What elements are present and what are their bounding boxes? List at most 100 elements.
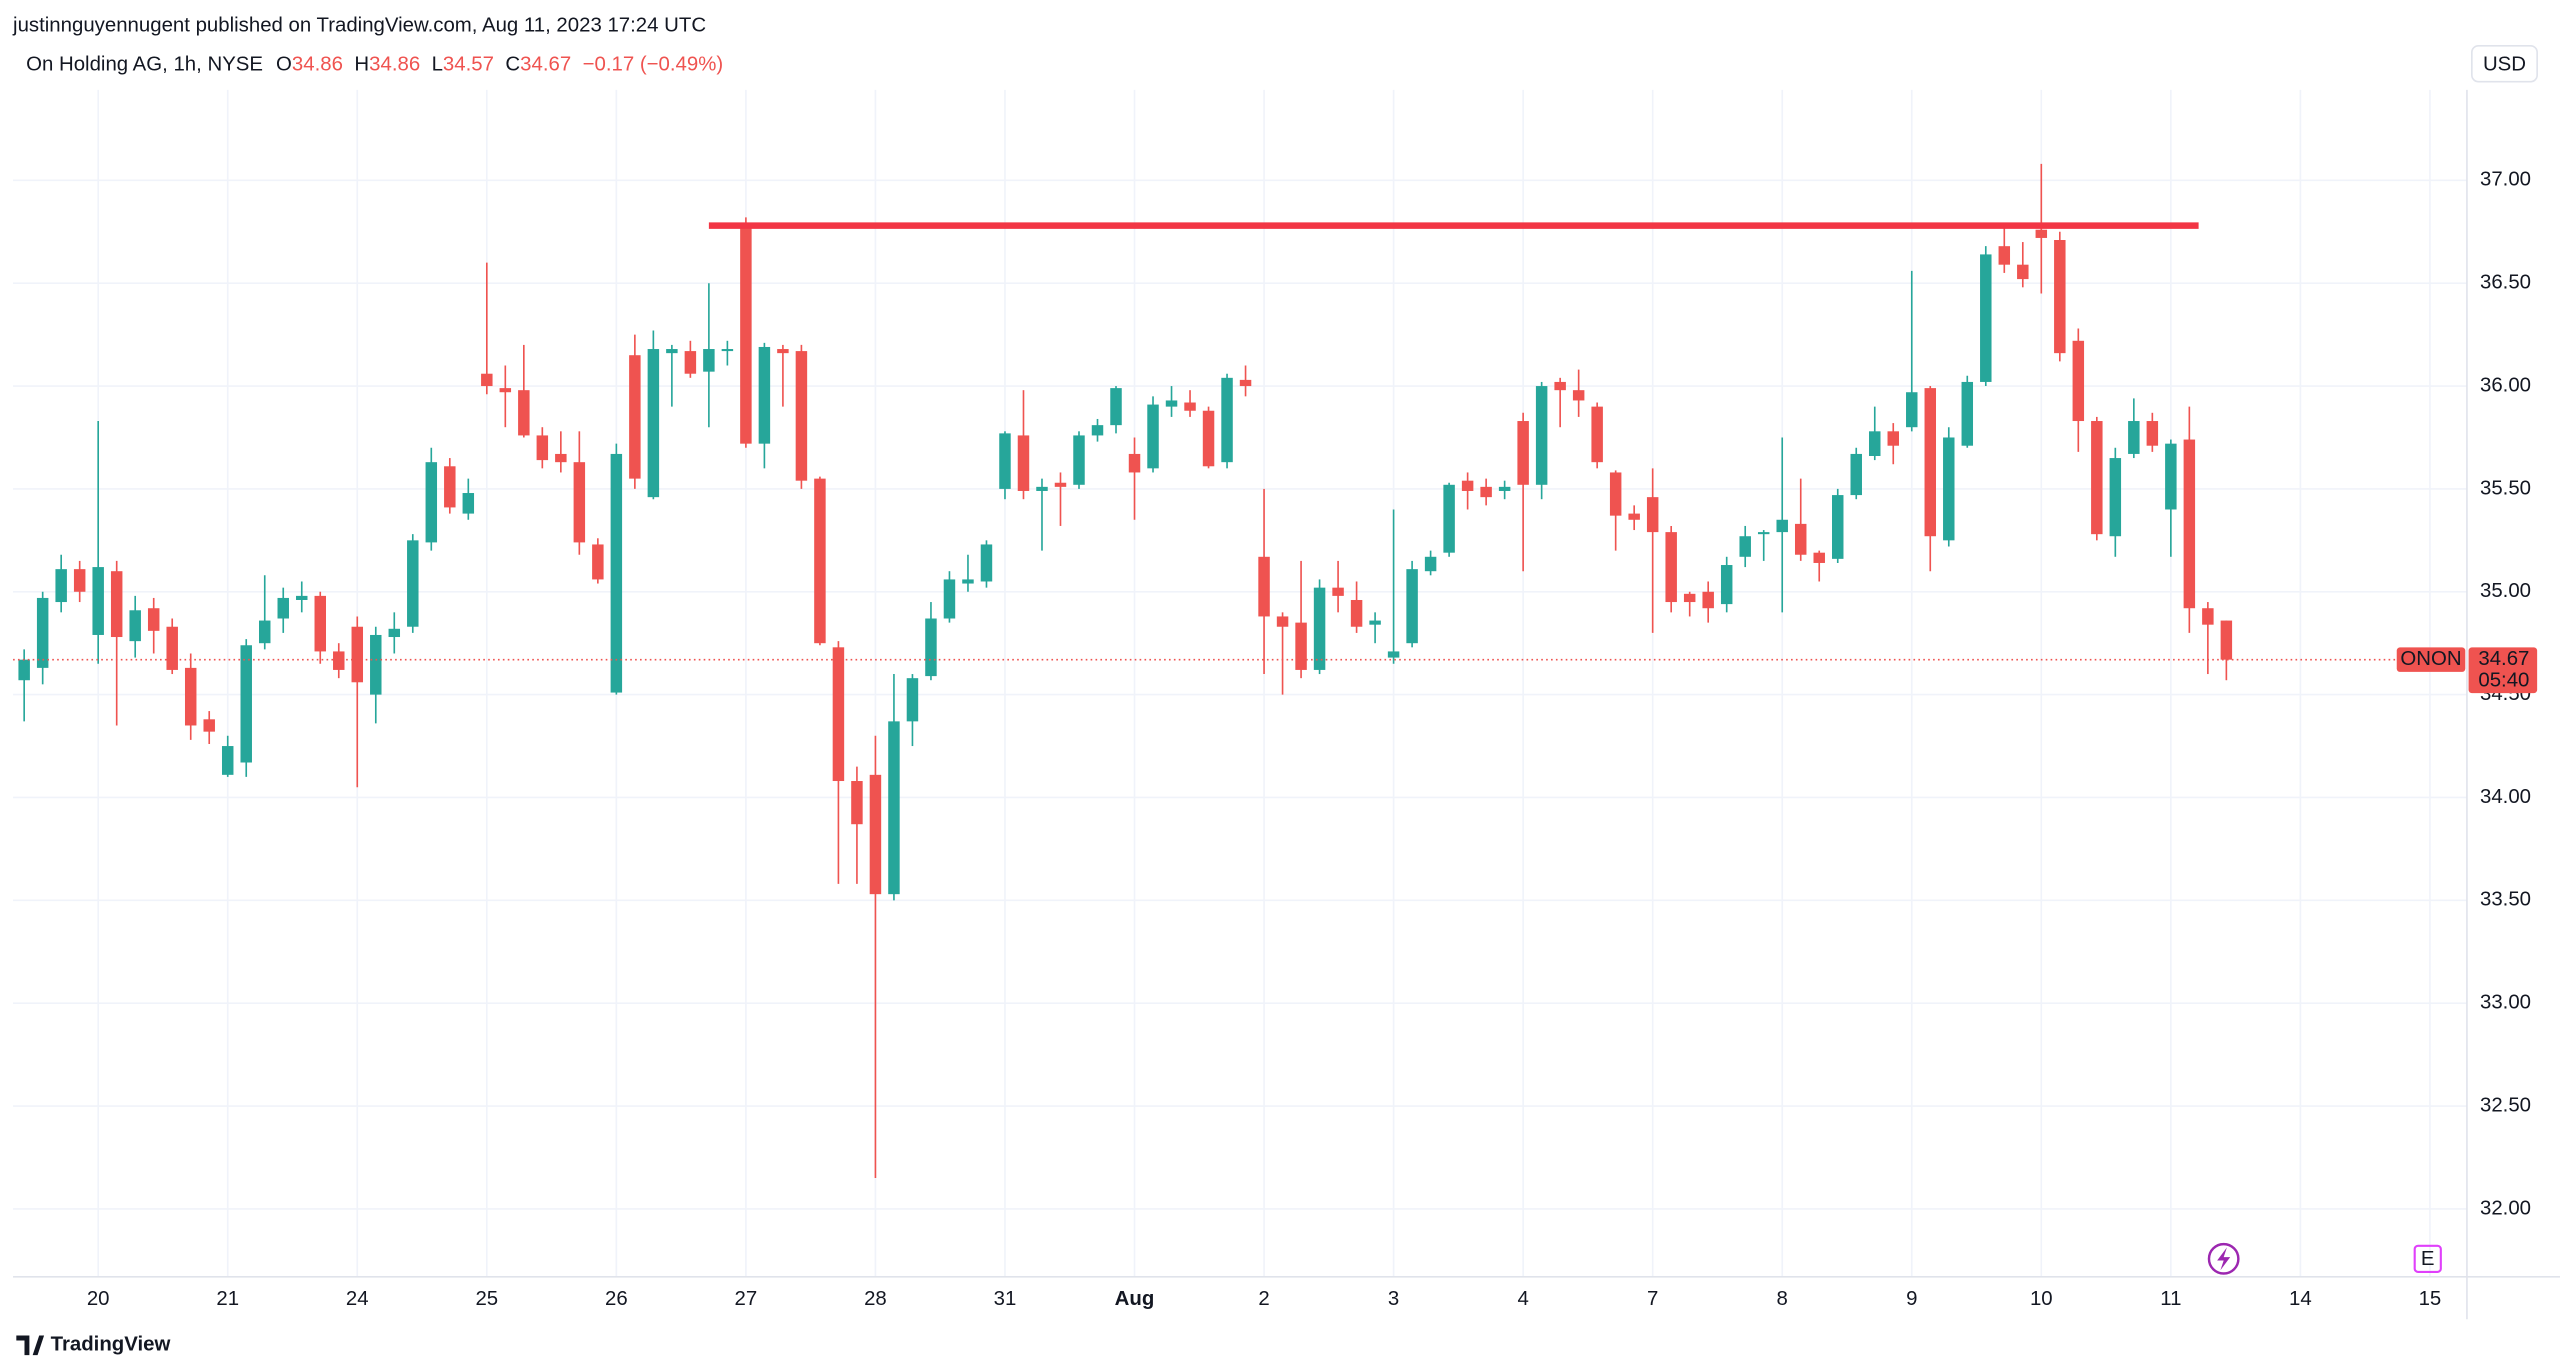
candle-body <box>1646 497 1659 533</box>
lightning-icon[interactable] <box>2207 1242 2240 1275</box>
candle-body <box>407 540 419 627</box>
candle-body <box>1443 484 1455 553</box>
x-tick-label: 21 <box>216 1288 239 1310</box>
candle-body <box>740 225 752 444</box>
candle-body <box>1480 486 1492 498</box>
y-tick-label: 36.50 <box>2480 272 2531 294</box>
candle-body <box>2109 458 2122 537</box>
candle-body <box>1202 410 1215 467</box>
candle-body <box>814 478 826 644</box>
candle-body <box>703 349 715 372</box>
candle-body <box>2072 340 2085 422</box>
candle-body <box>1110 388 1122 426</box>
brand-logo <box>16 1335 45 1356</box>
candle-body <box>888 721 900 895</box>
x-tick-label: 11 <box>2160 1288 2181 1310</box>
price-tag <box>2468 647 2538 694</box>
candle-body <box>1091 425 1104 436</box>
candle-body <box>2183 439 2196 609</box>
candle-body <box>1683 593 1696 603</box>
x-tick-label: 25 <box>475 1288 498 1310</box>
candle-body <box>203 719 215 732</box>
candle-body <box>1147 404 1159 469</box>
candle-body <box>55 569 67 603</box>
x-tick-label: 31 <box>994 1288 1017 1310</box>
candle-body <box>1258 556 1270 617</box>
symbol: ONON <box>2400 648 2461 670</box>
candle-body <box>1017 435 1030 491</box>
candle-body <box>2220 620 2233 660</box>
candle-body <box>2146 421 2159 446</box>
price-tag-value: 34.67 <box>2478 648 2529 670</box>
candle-body <box>388 628 401 638</box>
candle-body <box>1128 453 1141 473</box>
candle-body <box>2035 229 2048 238</box>
publisher: justinnguyennugent published on TradingV… <box>12 15 706 37</box>
candle-body <box>1313 587 1326 670</box>
x-tick-label: 27 <box>735 1288 758 1310</box>
candle-body <box>536 435 549 461</box>
candle-body <box>1924 388 1937 537</box>
candle-body <box>370 634 382 695</box>
x-tick-label: Aug <box>1115 1288 1155 1310</box>
candle-body <box>2091 421 2103 535</box>
candle-body <box>851 781 863 825</box>
candle-body <box>1961 381 1974 446</box>
candle-body <box>1165 400 1178 407</box>
candle-body <box>1943 437 1955 541</box>
ohlc-letter: L <box>432 54 443 76</box>
candle-body <box>18 659 30 681</box>
x-tick-label: 4 <box>1517 1288 1528 1310</box>
candle-body <box>962 579 974 584</box>
x-tick-label: 28 <box>864 1288 887 1310</box>
candles <box>18 163 2233 1179</box>
high-value: 34.86 <box>369 54 420 76</box>
candle-body <box>462 493 475 514</box>
candle-body <box>721 349 734 352</box>
events-icon[interactable] <box>2413 1244 2442 1273</box>
currency[interactable]: USD <box>2483 54 2526 76</box>
candle-body <box>1276 616 1289 627</box>
candle-body <box>777 349 789 354</box>
candle-body <box>2202 608 2214 625</box>
events-icon-label[interactable]: E <box>2421 1248 2435 1270</box>
candle-body <box>610 453 623 693</box>
candle-body <box>1221 377 1233 463</box>
candle-body <box>296 595 308 600</box>
candle-body <box>1980 254 1992 382</box>
candle-body <box>1295 622 1307 670</box>
candle-body <box>1628 513 1640 520</box>
open-value: 34.86 <box>292 54 343 76</box>
x-tick-label: 10 <box>2030 1288 2053 1310</box>
candle-body <box>869 774 882 895</box>
candle-body <box>1572 390 1585 401</box>
candle-body <box>1869 431 1881 456</box>
ohlc-letter: H <box>354 54 369 76</box>
candle-body <box>1813 552 1825 563</box>
candle-body <box>573 462 586 543</box>
grid <box>13 89 2467 1277</box>
candle-body <box>2128 421 2140 454</box>
candle-body <box>2165 443 2177 510</box>
x-tick-label: 24 <box>346 1288 369 1310</box>
candle-body <box>1406 569 1418 644</box>
currency-button[interactable] <box>2471 44 2538 83</box>
candle-body <box>240 645 252 763</box>
y-tick-label: 33.00 <box>2480 992 2531 1014</box>
candle-body <box>1887 431 1899 446</box>
brand: TradingView <box>51 1334 171 1356</box>
candle-body <box>1554 381 1566 391</box>
candle-body <box>1591 406 1603 463</box>
candle-body <box>1517 421 1529 485</box>
candle-body <box>1424 556 1437 572</box>
candle-body <box>1609 472 1622 516</box>
candle-body <box>832 647 845 782</box>
candle-body <box>684 351 697 374</box>
y-tick-label: 35.50 <box>2480 477 2531 499</box>
candle-body <box>444 466 456 508</box>
candle-body <box>333 651 345 670</box>
candle-body <box>184 667 197 726</box>
